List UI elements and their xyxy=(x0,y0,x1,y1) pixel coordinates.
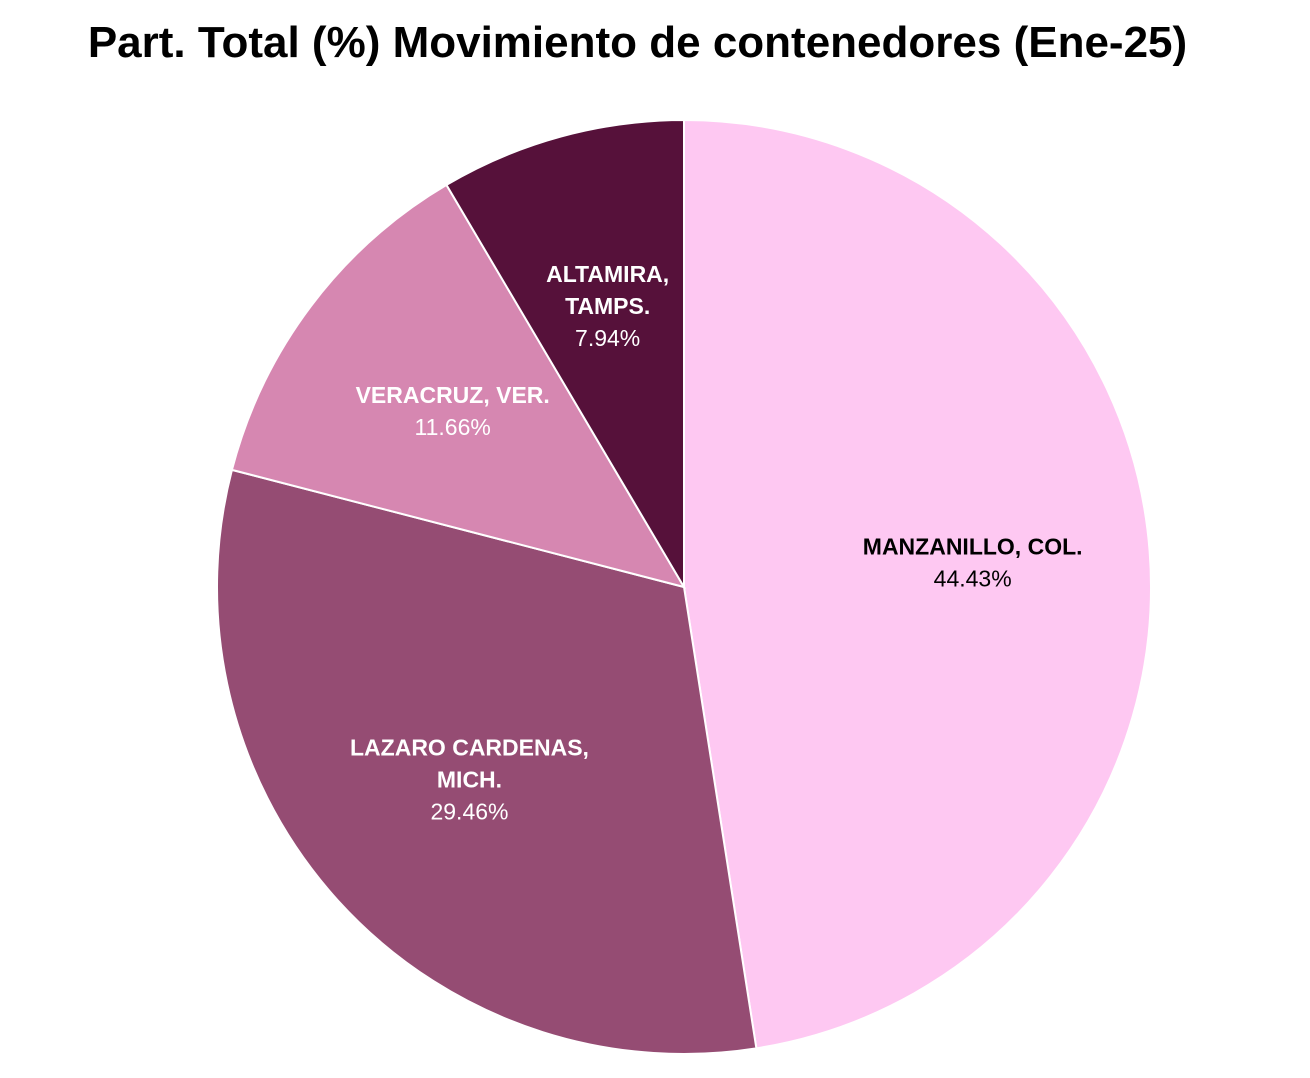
pie-label-altamira-tamps: ALTAMIRA, TAMPS. 7.94% xyxy=(546,261,669,351)
pie-slice-veracruz-ver xyxy=(230,183,687,589)
pie-slices xyxy=(216,118,1153,1055)
pie-slice-altamira-tamps xyxy=(445,118,685,591)
pie-slice-manzanillo-col xyxy=(683,118,1153,1050)
pie-label-manzanillo-col: MANZANILLO, COL. 44.43% xyxy=(863,534,1083,592)
pie-label-veracruz-ver: VERACRUZ, VER. 11.66% xyxy=(356,382,550,440)
pie-label-lazaro-cardenas-mich: LAZARO CARDENAS, MICH. 29.46% xyxy=(350,735,589,825)
pie-label-name: VERACRUZ, VER. xyxy=(356,382,550,408)
pie-label-name: LAZARO CARDENAS, xyxy=(350,735,589,761)
pie-label-value: 29.46% xyxy=(430,799,508,825)
pie-label-name: MANZANILLO, COL. xyxy=(863,534,1083,560)
pie-label-name: TAMPS. xyxy=(565,293,650,319)
pie-label-value: 11.66% xyxy=(415,414,491,440)
pie-label-value: 7.94% xyxy=(575,325,640,351)
pie-label-value: 44.43% xyxy=(934,566,1012,592)
chart-title: Part. Total (%) Movimiento de contenedor… xyxy=(87,18,1188,67)
pie-label-name: ALTAMIRA, xyxy=(546,261,669,287)
pie-label-name: MICH. xyxy=(437,767,502,793)
pie-slice-lazaro-cardenas-mich xyxy=(216,468,758,1055)
pie-labels: MANZANILLO, COL. 44.43% LAZARO CARDENAS, MI… xyxy=(350,261,1083,825)
